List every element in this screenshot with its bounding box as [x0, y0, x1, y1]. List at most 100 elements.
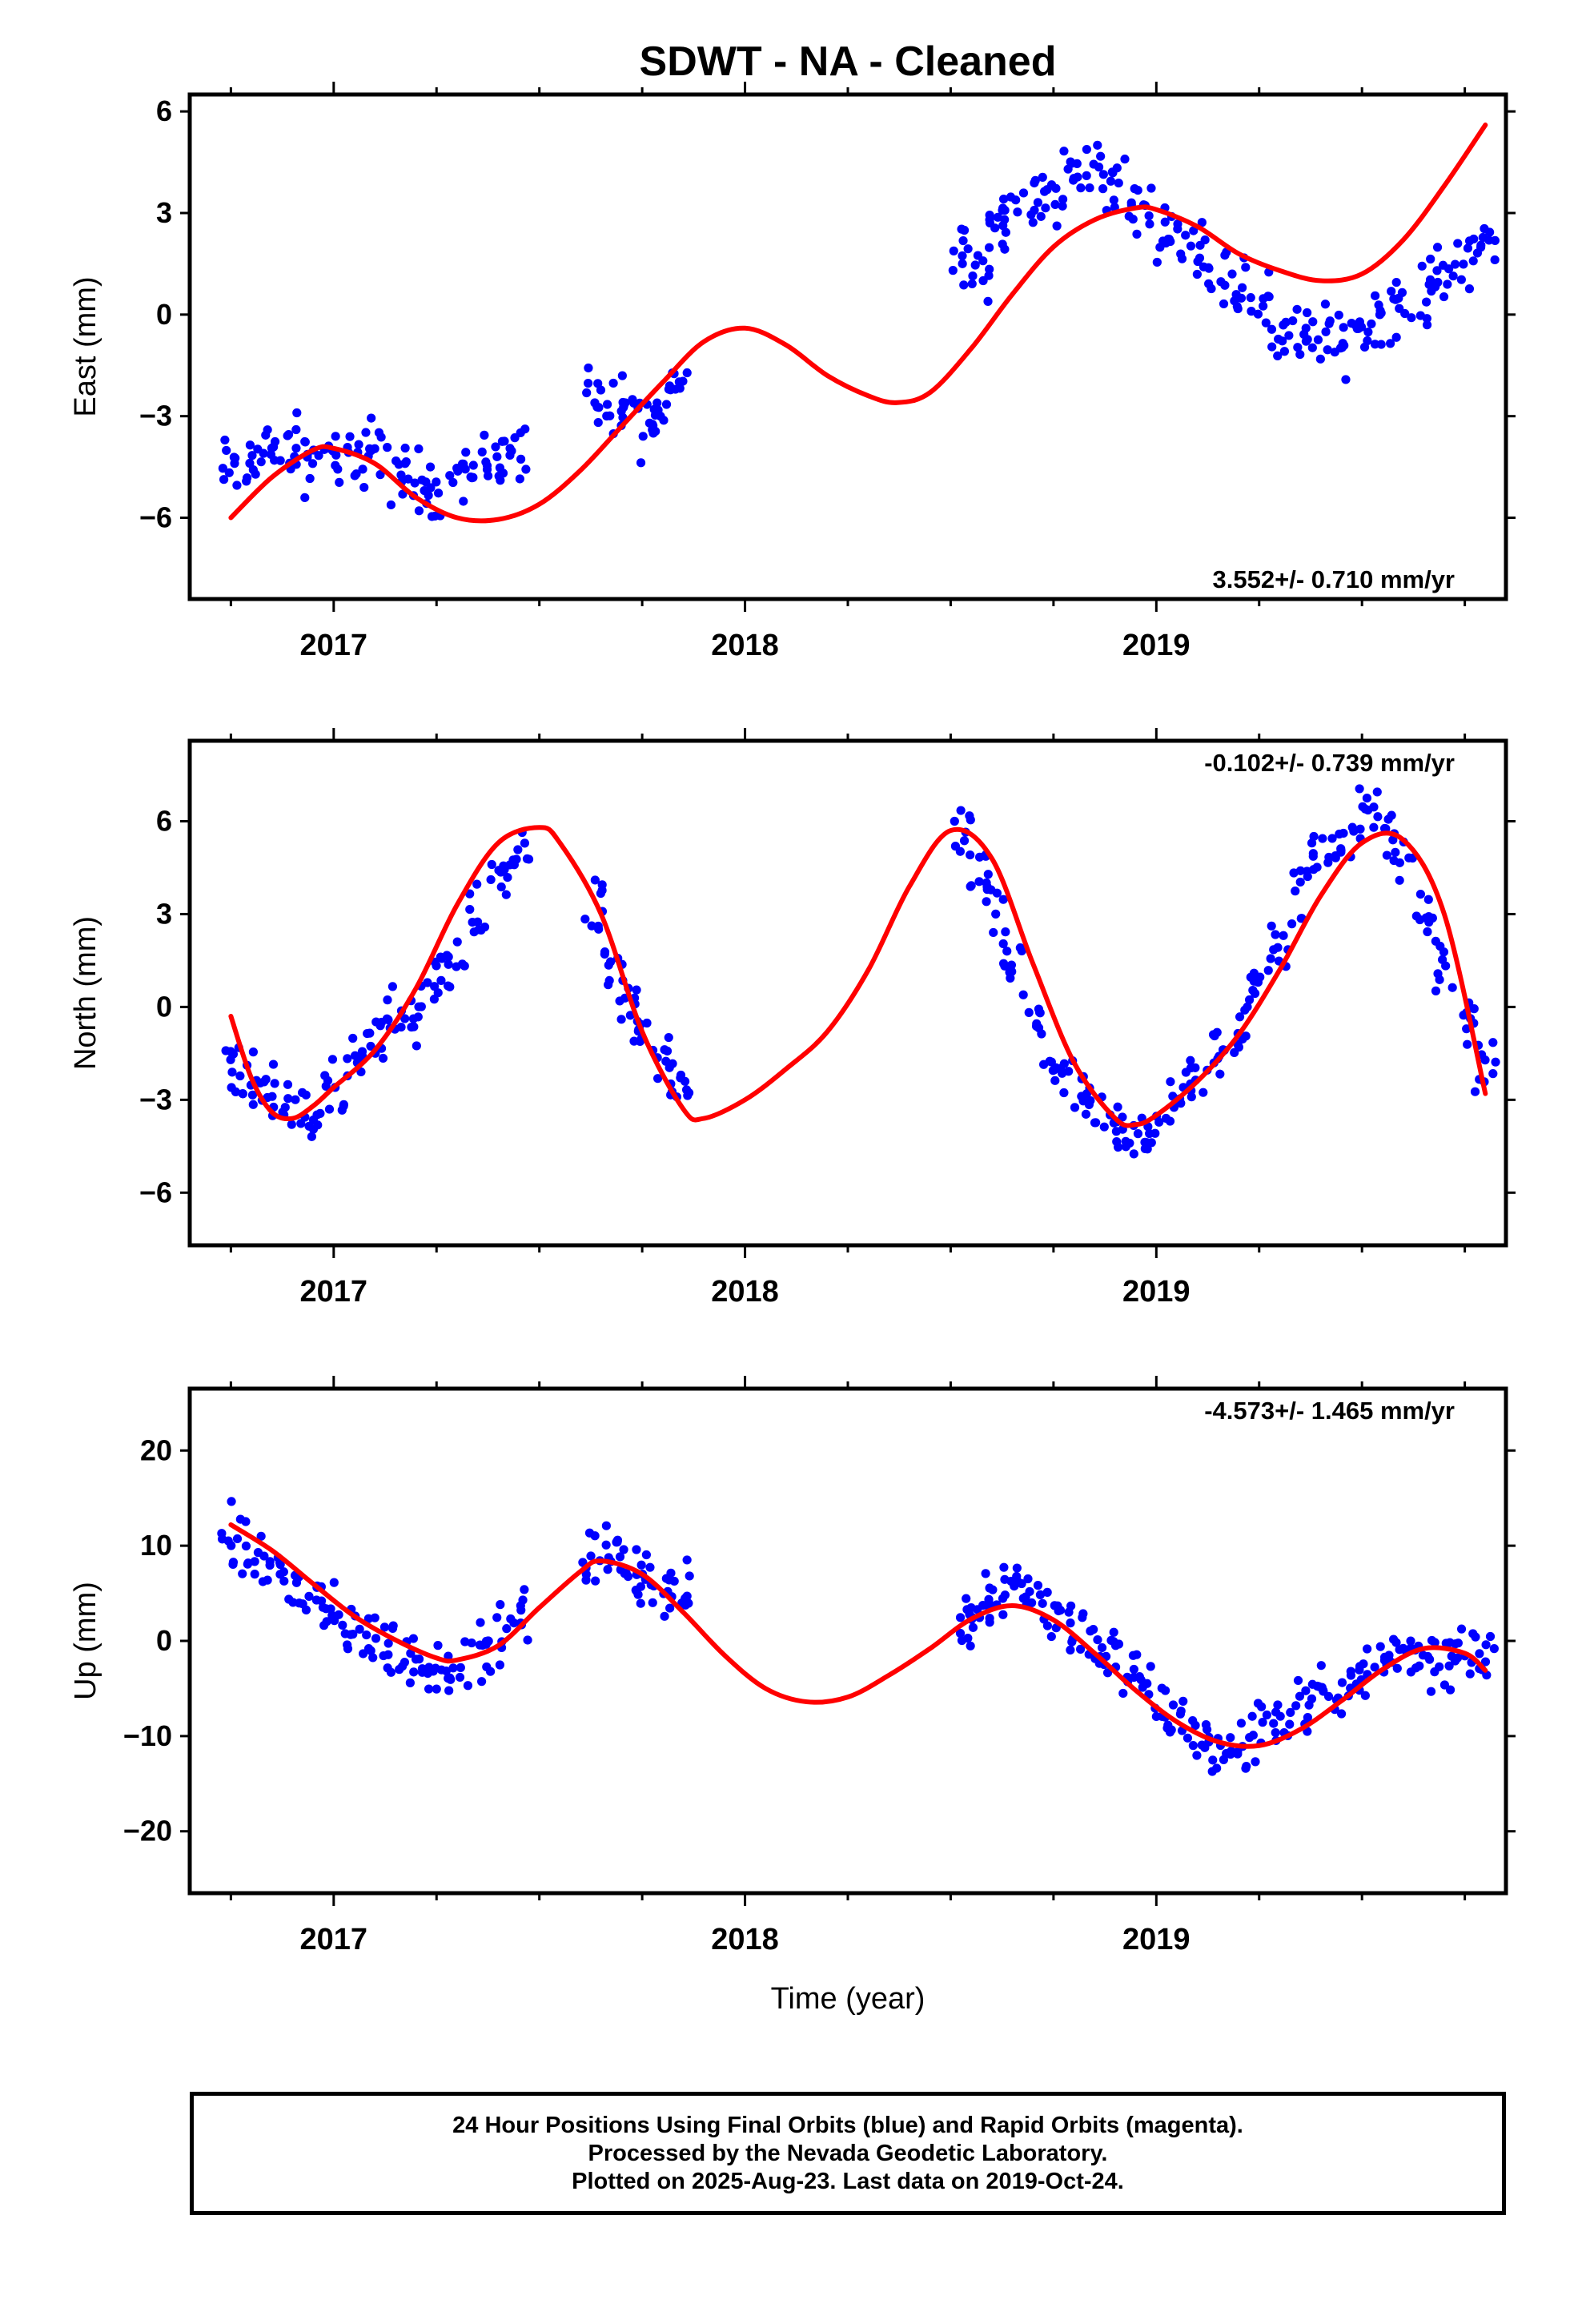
data-point [1191, 1720, 1200, 1731]
data-point [601, 1540, 611, 1550]
data-point [412, 1041, 421, 1051]
data-point [243, 1558, 253, 1568]
x-tick-label-east: 2017 [300, 629, 368, 662]
data-point [685, 1571, 694, 1581]
data-point [476, 1677, 487, 1687]
data-point [400, 443, 410, 453]
data-point [1017, 946, 1026, 955]
x-tick-label-north: 2018 [711, 1275, 779, 1309]
points-north [221, 784, 1500, 1159]
data-point [227, 1497, 236, 1506]
data-point [1389, 855, 1399, 866]
data-point [1430, 1667, 1439, 1677]
data-point [648, 420, 658, 431]
data-point [484, 471, 493, 480]
panels: −6 −3 0 3 6 2017 2018 2019 East (mm) 3.552+/- 0.7… [69, 82, 1516, 2016]
data-point [985, 1614, 994, 1623]
data-point [472, 917, 483, 927]
data-point [1208, 1755, 1218, 1765]
data-point [465, 889, 475, 899]
data-point [1418, 1651, 1428, 1660]
data-point [990, 223, 1000, 233]
data-point [1235, 1012, 1245, 1022]
data-point [682, 1555, 692, 1565]
data-point [1018, 990, 1028, 999]
data-point [1447, 983, 1457, 992]
x-tick-label-east: 2019 [1122, 629, 1191, 662]
data-point [1275, 1711, 1285, 1721]
data-point [1166, 236, 1175, 247]
data-point [227, 1068, 237, 1077]
data-point [492, 452, 502, 461]
data-point [1480, 223, 1489, 234]
data-point [491, 442, 500, 452]
data-point [1089, 159, 1098, 169]
data-point [978, 256, 988, 266]
data-point [1081, 1109, 1091, 1119]
data-point [417, 475, 427, 485]
data-point [632, 985, 641, 995]
data-point [474, 925, 484, 935]
data-point [1425, 275, 1435, 284]
data-point [226, 1055, 235, 1064]
data-point [1259, 301, 1268, 311]
data-point [1017, 1578, 1026, 1589]
data-point [501, 890, 511, 899]
data-point [1257, 1702, 1267, 1711]
data-point [662, 1046, 673, 1056]
data-point [379, 1622, 390, 1632]
data-point [520, 424, 530, 434]
data-point [1346, 1667, 1355, 1676]
data-point [401, 457, 411, 467]
footer-box: 24 Hour Positions Using Final Orbits (bl… [190, 2092, 1506, 2215]
data-point [503, 872, 512, 883]
data-point [1216, 277, 1226, 287]
data-point [978, 1600, 988, 1610]
data-point [678, 376, 688, 386]
data-point [966, 1602, 976, 1613]
data-point [386, 500, 396, 510]
data-point [413, 1012, 423, 1022]
data-point [1465, 1669, 1475, 1679]
data-point [963, 1634, 973, 1643]
data-point [265, 1560, 275, 1570]
data-point [984, 1594, 994, 1604]
data-point [1470, 1087, 1480, 1096]
rate-label-north: -0.102+/- 0.739 mm/yr [1204, 749, 1455, 777]
data-point [612, 1537, 622, 1547]
footer-line-1: 24 Hour Positions Using Final Orbits (bl… [452, 2113, 1243, 2138]
data-point [222, 445, 231, 456]
data-point [1266, 954, 1275, 963]
data-point [476, 1618, 485, 1627]
data-point [1267, 324, 1277, 334]
data-point [638, 432, 648, 441]
data-point [986, 885, 996, 895]
data-point [948, 266, 958, 275]
data-point [1160, 217, 1170, 227]
data-point [245, 440, 255, 450]
data-point [1243, 1002, 1252, 1011]
data-point [636, 458, 646, 468]
data-point [1186, 241, 1196, 251]
data-point [375, 1021, 385, 1031]
data-point [991, 909, 1001, 919]
data-point [1468, 256, 1478, 266]
data-point [1059, 147, 1069, 156]
data-point [619, 401, 628, 411]
data-point [507, 446, 516, 456]
data-point [463, 1681, 473, 1691]
data-point [1359, 1659, 1368, 1669]
data-point [1267, 342, 1277, 352]
data-point [586, 1551, 596, 1561]
data-point [432, 477, 441, 487]
data-point [1488, 1069, 1498, 1079]
data-point [291, 1095, 300, 1104]
data-point [376, 432, 386, 442]
y-axis-title-up: Up (mm) [69, 1582, 102, 1700]
y-tick-label-north: 6 [156, 804, 172, 837]
data-point [1042, 1587, 1052, 1597]
data-point [459, 459, 468, 469]
data-point [1303, 871, 1312, 882]
data-point [232, 1534, 243, 1544]
data-point [999, 1562, 1009, 1572]
